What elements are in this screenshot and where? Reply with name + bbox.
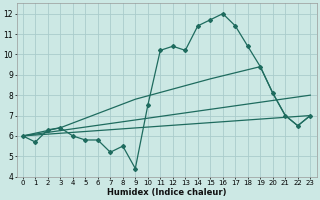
X-axis label: Humidex (Indice chaleur): Humidex (Indice chaleur) — [107, 188, 226, 197]
